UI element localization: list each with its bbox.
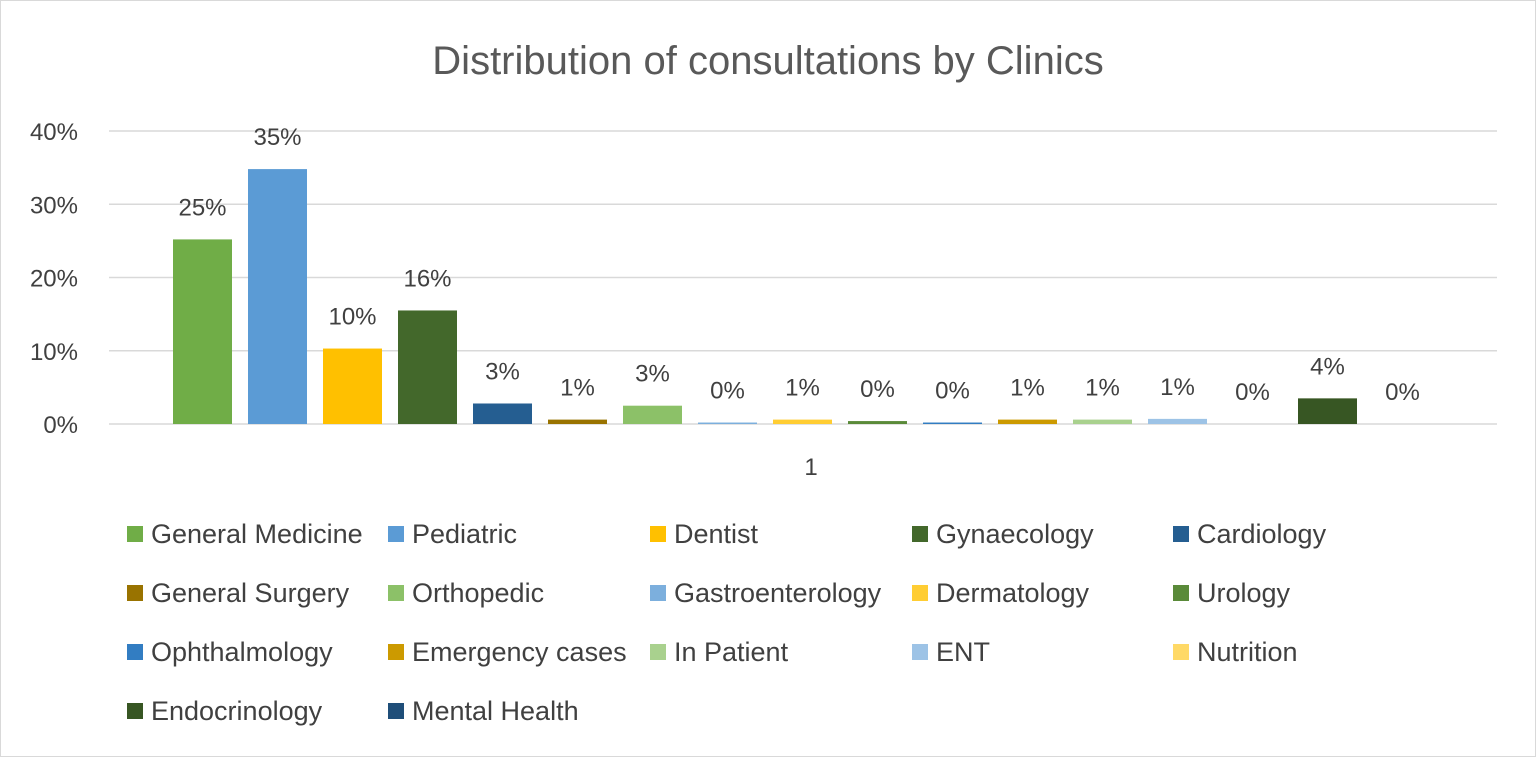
y-tick-label: 40% [30, 119, 78, 146]
legend-item: Urology [1173, 578, 1291, 608]
legend-label: Dentist [674, 519, 759, 549]
legend-label: Pediatric [412, 519, 517, 549]
legend-label: ENT [936, 637, 990, 667]
legend-swatch [650, 644, 666, 660]
legend-item: Pediatric [388, 519, 517, 549]
bar-ent [1148, 418, 1207, 424]
chart-title: Distribution of consultations by Clinics [432, 39, 1103, 83]
legend-swatch [388, 585, 404, 601]
legend-label: Gynaecology [936, 519, 1094, 549]
y-tick-label: 20% [30, 266, 78, 293]
data-label: 35% [253, 124, 301, 151]
legend-swatch [127, 644, 143, 660]
legend-item: Endocrinology [127, 696, 323, 726]
legend-label: General Medicine [151, 519, 363, 549]
data-label: 1% [1010, 375, 1045, 402]
data-label: 1% [1160, 374, 1195, 401]
legend-swatch [127, 703, 143, 719]
legend-label: Ophthalmology [151, 637, 333, 667]
legend: General Medicine Pediatric Dentist Gynaecol… [127, 519, 1327, 726]
legend-item: General Surgery [127, 578, 350, 608]
data-labels: 25% 35% 10% 16% 3% 1% 3% 0% 1% 0% 0% 1% 1% 1% 0% 4% 0% [178, 124, 1419, 406]
legend-label: In Patient [674, 637, 789, 667]
bar-gastroenterology [698, 422, 757, 424]
bars [173, 169, 1357, 424]
data-label: 4% [1310, 353, 1345, 380]
legend-item: Cardiology [1173, 519, 1327, 549]
legend-swatch [650, 526, 666, 542]
data-label: 10% [328, 304, 376, 331]
legend-swatch [1173, 526, 1189, 542]
bar-general-surgery [548, 419, 607, 424]
data-label: 3% [635, 361, 670, 388]
bar-cardiology [473, 403, 532, 424]
legend-item: Nutrition [1173, 637, 1298, 667]
data-label: 0% [935, 378, 970, 405]
data-label: 3% [485, 358, 520, 385]
data-label: 1% [560, 375, 595, 402]
y-tick-label: 10% [30, 339, 78, 366]
legend-swatch [650, 585, 666, 601]
legend-label: Endocrinology [151, 696, 323, 726]
data-label: 0% [1385, 379, 1420, 406]
x-axis-categories: 1 [804, 454, 817, 481]
bar-pediatric [248, 169, 307, 424]
legend-swatch [1173, 585, 1189, 601]
legend-swatch [127, 526, 143, 542]
legend-label: Mental Health [412, 696, 579, 726]
legend-item: Dermatology [912, 578, 1090, 608]
bar-general-medicine [173, 239, 232, 424]
x-category-label: 1 [804, 454, 817, 481]
legend-item: ENT [912, 637, 990, 667]
bar-in-patient [1073, 419, 1132, 424]
y-tick-label: 0% [43, 412, 78, 439]
y-tick-label: 30% [30, 192, 78, 219]
data-label: 0% [1235, 379, 1270, 406]
legend-item: Ophthalmology [127, 637, 333, 667]
legend-item: Gastroenterology [650, 578, 882, 608]
data-label: 0% [710, 378, 745, 405]
legend-item: In Patient [650, 637, 789, 667]
legend-item: Gynaecology [912, 519, 1094, 549]
bar-emergency-cases [998, 419, 1057, 424]
legend-label: Nutrition [1197, 637, 1298, 667]
legend-label: Dermatology [936, 578, 1090, 608]
legend-label: Emergency cases [412, 637, 627, 667]
legend-swatch [912, 585, 928, 601]
legend-swatch [388, 644, 404, 660]
legend-label: Cardiology [1197, 519, 1327, 549]
legend-label: General Surgery [151, 578, 350, 608]
legend-swatch [1173, 644, 1189, 660]
legend-label: Orthopedic [412, 578, 544, 608]
legend-swatch [912, 644, 928, 660]
legend-item: Dentist [650, 519, 759, 549]
legend-swatch [912, 526, 928, 542]
data-label: 0% [860, 376, 895, 403]
data-label: 1% [1085, 375, 1120, 402]
bar-endocrinology [1298, 398, 1357, 424]
bar-dermatology [773, 419, 832, 424]
legend-label: Urology [1197, 578, 1291, 608]
data-label: 25% [178, 194, 226, 221]
bar-ophthalmology [923, 422, 982, 424]
bar-dentist [323, 348, 382, 424]
data-label: 16% [403, 265, 451, 292]
legend-swatch [388, 703, 404, 719]
data-label: 1% [785, 375, 820, 402]
bar-urology [848, 421, 907, 424]
legend-swatch [388, 526, 404, 542]
legend-item: Orthopedic [388, 578, 544, 608]
legend-item: Mental Health [388, 696, 579, 726]
legend-item: Emergency cases [388, 637, 627, 667]
legend-swatch [127, 585, 143, 601]
legend-label: Gastroenterology [674, 578, 882, 608]
y-axis-ticks: 0% 10% 20% 30% 40% [30, 119, 78, 439]
bar-orthopedic [623, 405, 682, 424]
legend-item: General Medicine [127, 519, 363, 549]
bar-gynaecology [398, 310, 457, 424]
